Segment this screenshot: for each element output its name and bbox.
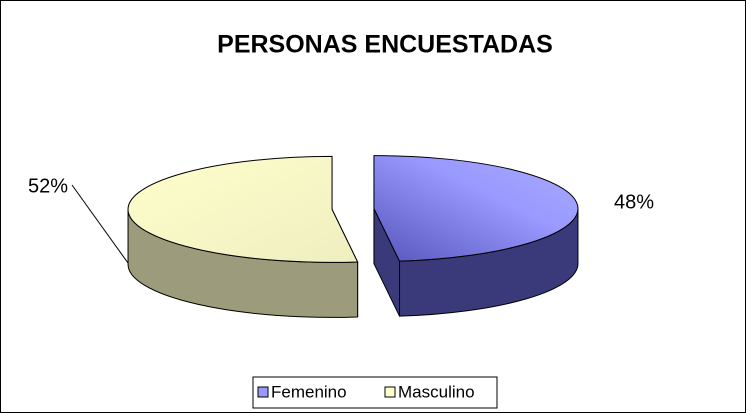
legend-label: Masculino <box>398 382 475 401</box>
legend-swatch <box>384 386 396 398</box>
legend-swatch <box>257 386 269 398</box>
leader-line <box>71 184 129 264</box>
slice <box>373 155 579 262</box>
data-label: 48% <box>614 191 654 213</box>
slice <box>127 155 359 263</box>
legend-label: Femenino <box>271 382 347 401</box>
chart-title: PERSONAS ENCUESTADAS <box>217 31 553 59</box>
data-label: 52% <box>28 175 68 197</box>
legend-box <box>252 376 498 409</box>
